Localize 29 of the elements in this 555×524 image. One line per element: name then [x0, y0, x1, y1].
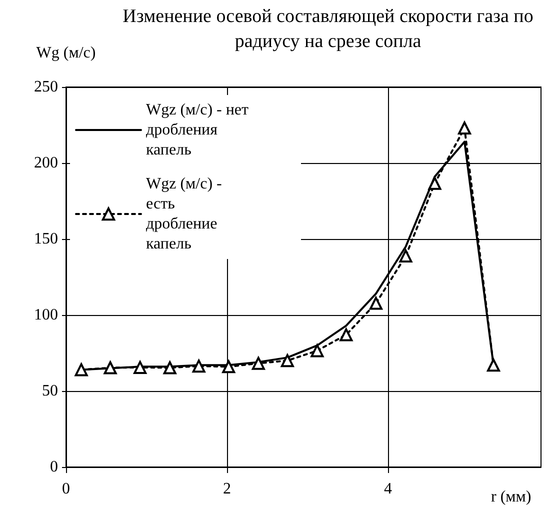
x-axis-title: r (мм): [491, 488, 532, 506]
point: [458, 122, 472, 135]
y-tick-label: 200: [34, 154, 58, 172]
y-tick-label: 100: [34, 306, 58, 324]
point: [104, 361, 117, 374]
point: [340, 328, 353, 342]
legend-label: Wgz (м/с) - есть дробление капель: [146, 176, 226, 252]
point: [310, 344, 324, 358]
point: [74, 363, 88, 376]
x-tick-label: 4: [384, 480, 392, 498]
point: [280, 354, 294, 368]
point: [487, 358, 500, 372]
point: [192, 360, 206, 373]
point: [252, 356, 265, 370]
point: [222, 360, 236, 374]
y-tick-label: 250: [34, 78, 58, 96]
x-tick-label: 2: [223, 480, 232, 498]
y-axis-title: Wg (м/с): [36, 44, 96, 62]
point: [163, 361, 176, 374]
y-tick-label: 150: [34, 230, 58, 248]
x-tick-label: 0: [62, 480, 70, 498]
point: [399, 250, 412, 263]
chart-title: Изменение осевой составляющей скорости газа по радиусу на срезе сопла: [122, 6, 534, 52]
point: [134, 360, 147, 374]
y-tick-label: 0: [50, 458, 58, 476]
legend-label: Wgz (м/с) - нет дробления капель: [146, 102, 253, 158]
point: [428, 176, 442, 190]
point: [369, 296, 382, 310]
y-tick-label: 50: [42, 382, 58, 400]
